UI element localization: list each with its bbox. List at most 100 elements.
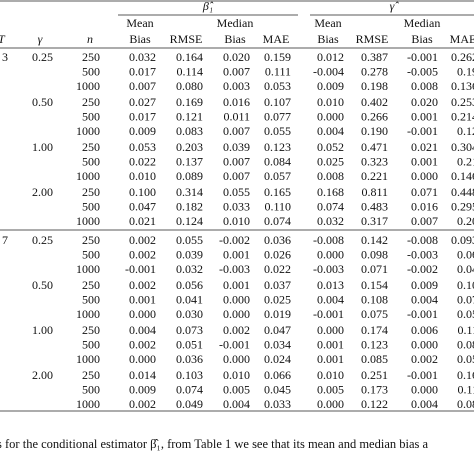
- cell: 0.032: [317, 214, 344, 228]
- cell: 0.010: [317, 368, 344, 382]
- cell: 0.074: [264, 214, 291, 228]
- cell: 0.009: [129, 124, 156, 138]
- cell: 0.007: [411, 214, 438, 228]
- cell: 0.032: [129, 50, 156, 64]
- cell: 0.04: [457, 262, 474, 276]
- cell: 0.002: [129, 247, 156, 261]
- cell: 0.051: [176, 337, 203, 351]
- n-value: 250: [82, 140, 100, 154]
- cell: 0.07: [457, 292, 474, 306]
- cell: 0.089: [176, 169, 203, 183]
- cell: 0.214: [451, 109, 474, 123]
- cell: 0.114: [176, 64, 203, 78]
- cell: 0.009: [317, 79, 344, 93]
- cell: 0.100: [129, 185, 156, 199]
- cell: 0.006: [411, 323, 438, 337]
- cell: 0.013: [317, 278, 344, 292]
- n-value: 1000: [76, 352, 100, 366]
- cell: 0.007: [223, 124, 250, 138]
- cell: 0.11: [457, 323, 474, 337]
- cell: 0.136: [451, 79, 474, 93]
- cell: 0.020: [411, 95, 438, 109]
- cell: 0.008: [317, 169, 344, 183]
- cell: 0.314: [176, 185, 203, 199]
- cell: -0.003: [313, 262, 344, 276]
- group-header: γ̂: [390, 0, 400, 13]
- n-value: 250: [82, 323, 100, 337]
- cell: 0.073: [176, 323, 203, 337]
- cell: 0.165: [264, 185, 291, 199]
- cell: 0.001: [317, 352, 344, 366]
- cell: 0.010: [223, 214, 250, 228]
- cell: 0.021: [411, 140, 438, 154]
- cell: 0.008: [411, 79, 438, 93]
- cell: 0.002: [129, 337, 156, 351]
- cell: 0.004: [411, 292, 438, 306]
- cell: 0.034: [264, 337, 291, 351]
- cell: 0.001: [317, 337, 344, 351]
- cell: 0.053: [264, 79, 291, 93]
- cell: 0.007: [223, 64, 250, 78]
- n-value: 500: [82, 64, 100, 78]
- cell: 0.002: [129, 233, 156, 247]
- column-header: Median: [404, 16, 441, 30]
- cell: 0.000: [223, 352, 250, 366]
- cell: 0.055: [264, 124, 291, 138]
- cell: 0.017: [129, 64, 156, 78]
- cell: 0.110: [264, 199, 291, 213]
- cell: 0.146: [451, 169, 474, 183]
- cell: 0.022: [264, 262, 291, 276]
- cell: 0.047: [129, 199, 156, 213]
- cell: 0.20: [457, 214, 474, 228]
- cell: 0.08: [457, 337, 474, 351]
- cell: 0.039: [176, 247, 203, 261]
- n-value: 500: [82, 382, 100, 396]
- cell: 0.036: [176, 352, 203, 366]
- column-header: γ: [38, 32, 43, 46]
- cell: 0.000: [223, 307, 250, 321]
- cell: 0.295: [451, 199, 474, 213]
- gamma-value: 2.00: [32, 185, 53, 199]
- cell: 0.002: [411, 352, 438, 366]
- cell: 0.037: [264, 278, 291, 292]
- cell: 0.221: [361, 169, 388, 183]
- n-value: 1000: [76, 214, 100, 228]
- cell: 0.021: [129, 214, 156, 228]
- t-value: 3: [2, 50, 8, 64]
- column-header: Mean: [126, 16, 153, 30]
- cell: 0.027: [129, 95, 156, 109]
- cell: 0.084: [264, 154, 291, 168]
- cell: 0.056: [176, 278, 203, 292]
- cell: 0.10: [457, 278, 474, 292]
- cell: -0.005: [407, 64, 438, 78]
- cell: 0.000: [223, 292, 250, 306]
- column-header: Median: [217, 16, 254, 30]
- cell: 0.317: [361, 214, 388, 228]
- cell: 0.000: [317, 247, 344, 261]
- column-header: MAE: [263, 32, 290, 46]
- cell: 0.002: [223, 323, 250, 337]
- cell: 0.033: [264, 397, 291, 411]
- cell: 0.000: [411, 169, 438, 183]
- cell: 0.004: [411, 397, 438, 411]
- cell: 0.047: [264, 323, 291, 337]
- cell: 0.001: [411, 154, 438, 168]
- n-value: 500: [82, 109, 100, 123]
- cell: -0.004: [313, 64, 344, 78]
- cell: 0.009: [411, 278, 438, 292]
- column-header: Bias: [411, 32, 433, 46]
- cell: -0.002: [219, 233, 250, 247]
- cell: 0.251: [361, 368, 388, 382]
- cell: 0.041: [176, 292, 203, 306]
- cell: 0.049: [176, 397, 203, 411]
- cell: 0.004: [129, 323, 156, 337]
- cell: 0.108: [361, 292, 388, 306]
- cell: 0.124: [176, 214, 203, 228]
- cell: 0.000: [411, 337, 438, 351]
- column-header: Mean: [314, 16, 341, 30]
- cell: -0.001: [313, 307, 344, 321]
- cell: 0.304: [451, 140, 474, 154]
- cell: 0.253: [451, 95, 474, 109]
- cell: 0.071: [361, 262, 388, 276]
